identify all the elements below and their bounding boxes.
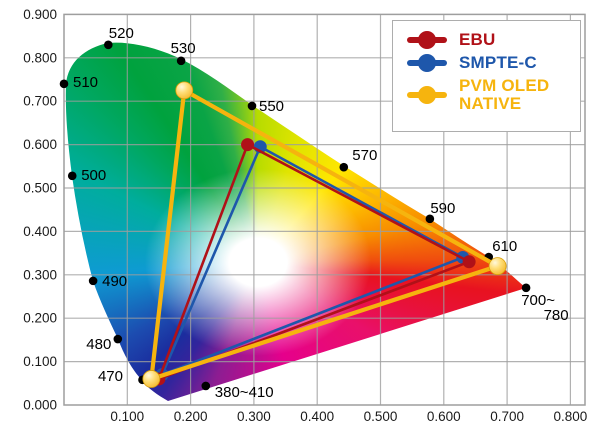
x-tick-label: 0.500: [364, 409, 398, 424]
wavelength-label-590: 590: [430, 200, 455, 217]
x-tick-label: 0.200: [174, 409, 208, 424]
x-tick-label: 0.300: [237, 409, 271, 424]
legend: EBU SMPTE-C PVM OLED NATIVE: [392, 20, 581, 132]
wavelength-dot-510: [59, 79, 69, 89]
wavelength-dot-480: [113, 334, 123, 344]
x-tick-label: 0.700: [490, 409, 524, 424]
wavelength-label-550: 550: [259, 98, 284, 115]
wavelength-label-700~780: 700~: [521, 292, 555, 309]
plot-frame: [63, 13, 586, 406]
y-tick-label: 0.800: [23, 50, 57, 65]
wavelength-label-480: 480: [86, 336, 111, 353]
legend-label-ebu: EBU: [459, 30, 496, 49]
wavelength-label-520: 520: [109, 25, 134, 42]
wavelength-label-380~410: 380~410: [215, 384, 274, 401]
y-tick-label: 0.100: [23, 354, 57, 369]
y-tick-label: 0.600: [23, 137, 57, 152]
gamut-outline-ebu: [157, 143, 471, 381]
wavelength-label-570: 570: [352, 147, 377, 164]
wavelength-dot-500: [67, 171, 77, 181]
legend-label-smpte-c: SMPTE-C: [459, 53, 537, 72]
pvm-oled-native-line-marker-icon: [407, 86, 447, 104]
ebu-line-marker-icon: [407, 31, 447, 49]
gamut-outline-smpte-c: [160, 145, 465, 376]
wavelength-dot-490: [88, 276, 98, 286]
y-tick-label: 0.300: [23, 267, 57, 282]
vertex-marker-ebu: [241, 138, 255, 152]
wavelength-dot-550: [247, 101, 257, 111]
legend-label-pvm-oled-native: PVM OLED NATIVE: [459, 76, 550, 113]
vertex-marker-ebu: [462, 255, 476, 269]
wavelength-dot-530: [176, 56, 186, 66]
y-tick-label: 0.200: [23, 311, 57, 326]
vertex-marker-pvm-oled-native: [488, 257, 507, 276]
y-tick-label: 0.000: [23, 398, 57, 413]
y-tick-label: 0.400: [23, 224, 57, 239]
y-tick-label: 0.700: [23, 94, 57, 109]
x-tick-label: 0.400: [300, 409, 334, 424]
wavelength-label-530: 530: [171, 40, 196, 57]
wavelength-dot-380~410: [201, 381, 211, 391]
wavelength-label-700~780: 780: [544, 307, 569, 324]
y-tick-label: 0.900: [23, 7, 57, 22]
wavelength-dot-590: [425, 214, 435, 224]
wavelength-label-610: 610: [492, 238, 517, 255]
vertex-marker-pvm-oled-native: [175, 81, 194, 100]
x-tick-label: 0.800: [554, 409, 588, 424]
wavelength-label-510: 510: [73, 74, 98, 91]
vertex-marker-pvm-oled-native: [142, 370, 161, 388]
wavelength-dot-570: [339, 162, 349, 172]
legend-item-smpte-c: SMPTE-C: [407, 54, 580, 72]
wavelength-label-490: 490: [102, 273, 127, 290]
wavelength-dot-520: [104, 40, 113, 50]
gamut-outline-pvm-oled-native: [149, 88, 500, 382]
wavelength-dot-700~780: [521, 283, 531, 293]
legend-item-pvm-oled-native: PVM OLED NATIVE: [407, 77, 580, 113]
x-tick-label: 0.600: [427, 409, 461, 424]
y-tick-label: 0.500: [23, 181, 57, 196]
smpte-c-line-marker-icon: [407, 54, 447, 72]
wavelength-label-500: 500: [81, 167, 106, 184]
legend-item-ebu: EBU: [407, 31, 580, 49]
wavelength-label-470: 470: [98, 368, 123, 385]
x-tick-label: 0.100: [110, 409, 144, 424]
